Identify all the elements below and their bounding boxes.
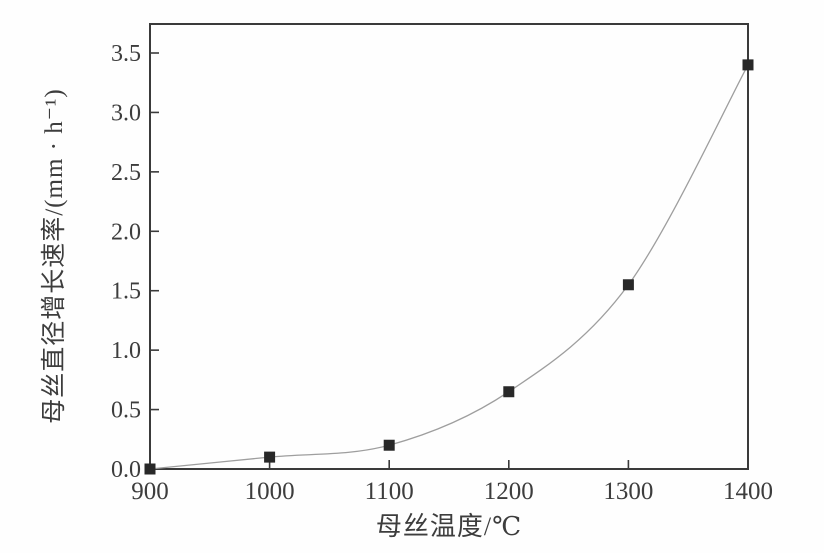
data-point-marker <box>383 439 395 451</box>
y-tick-label: 2.0 <box>111 219 141 245</box>
y-tick-label: 0.0 <box>111 457 141 483</box>
x-tick-label: 1400 <box>723 478 773 505</box>
x-tick-label: 1300 <box>603 478 653 505</box>
data-point-marker <box>622 279 634 291</box>
y-tick-label: 3.0 <box>111 100 141 126</box>
x-axis-title: 母丝温度/℃ <box>375 512 523 541</box>
x-tick-label: 1200 <box>484 478 534 505</box>
series-line <box>149 64 749 470</box>
y-axis-title: 母丝直径增长速率/(mm · h⁻¹) <box>41 88 68 424</box>
y-tick-label: 0.5 <box>111 398 141 424</box>
x-tick-label: 1000 <box>245 478 295 505</box>
chart-frame <box>149 23 749 470</box>
data-point-marker <box>144 463 156 475</box>
data-point-marker <box>503 386 515 398</box>
y-tick-label: 3.5 <box>111 41 141 67</box>
x-tick-label: 1100 <box>365 478 414 505</box>
x-tick-label: 900 <box>131 478 169 505</box>
y-tick-label: 2.5 <box>111 160 141 186</box>
y-tick-label: 1.5 <box>111 279 141 305</box>
data-point-marker <box>264 451 276 463</box>
y-tick-label: 1.0 <box>111 338 141 364</box>
data-point-marker <box>742 59 754 71</box>
